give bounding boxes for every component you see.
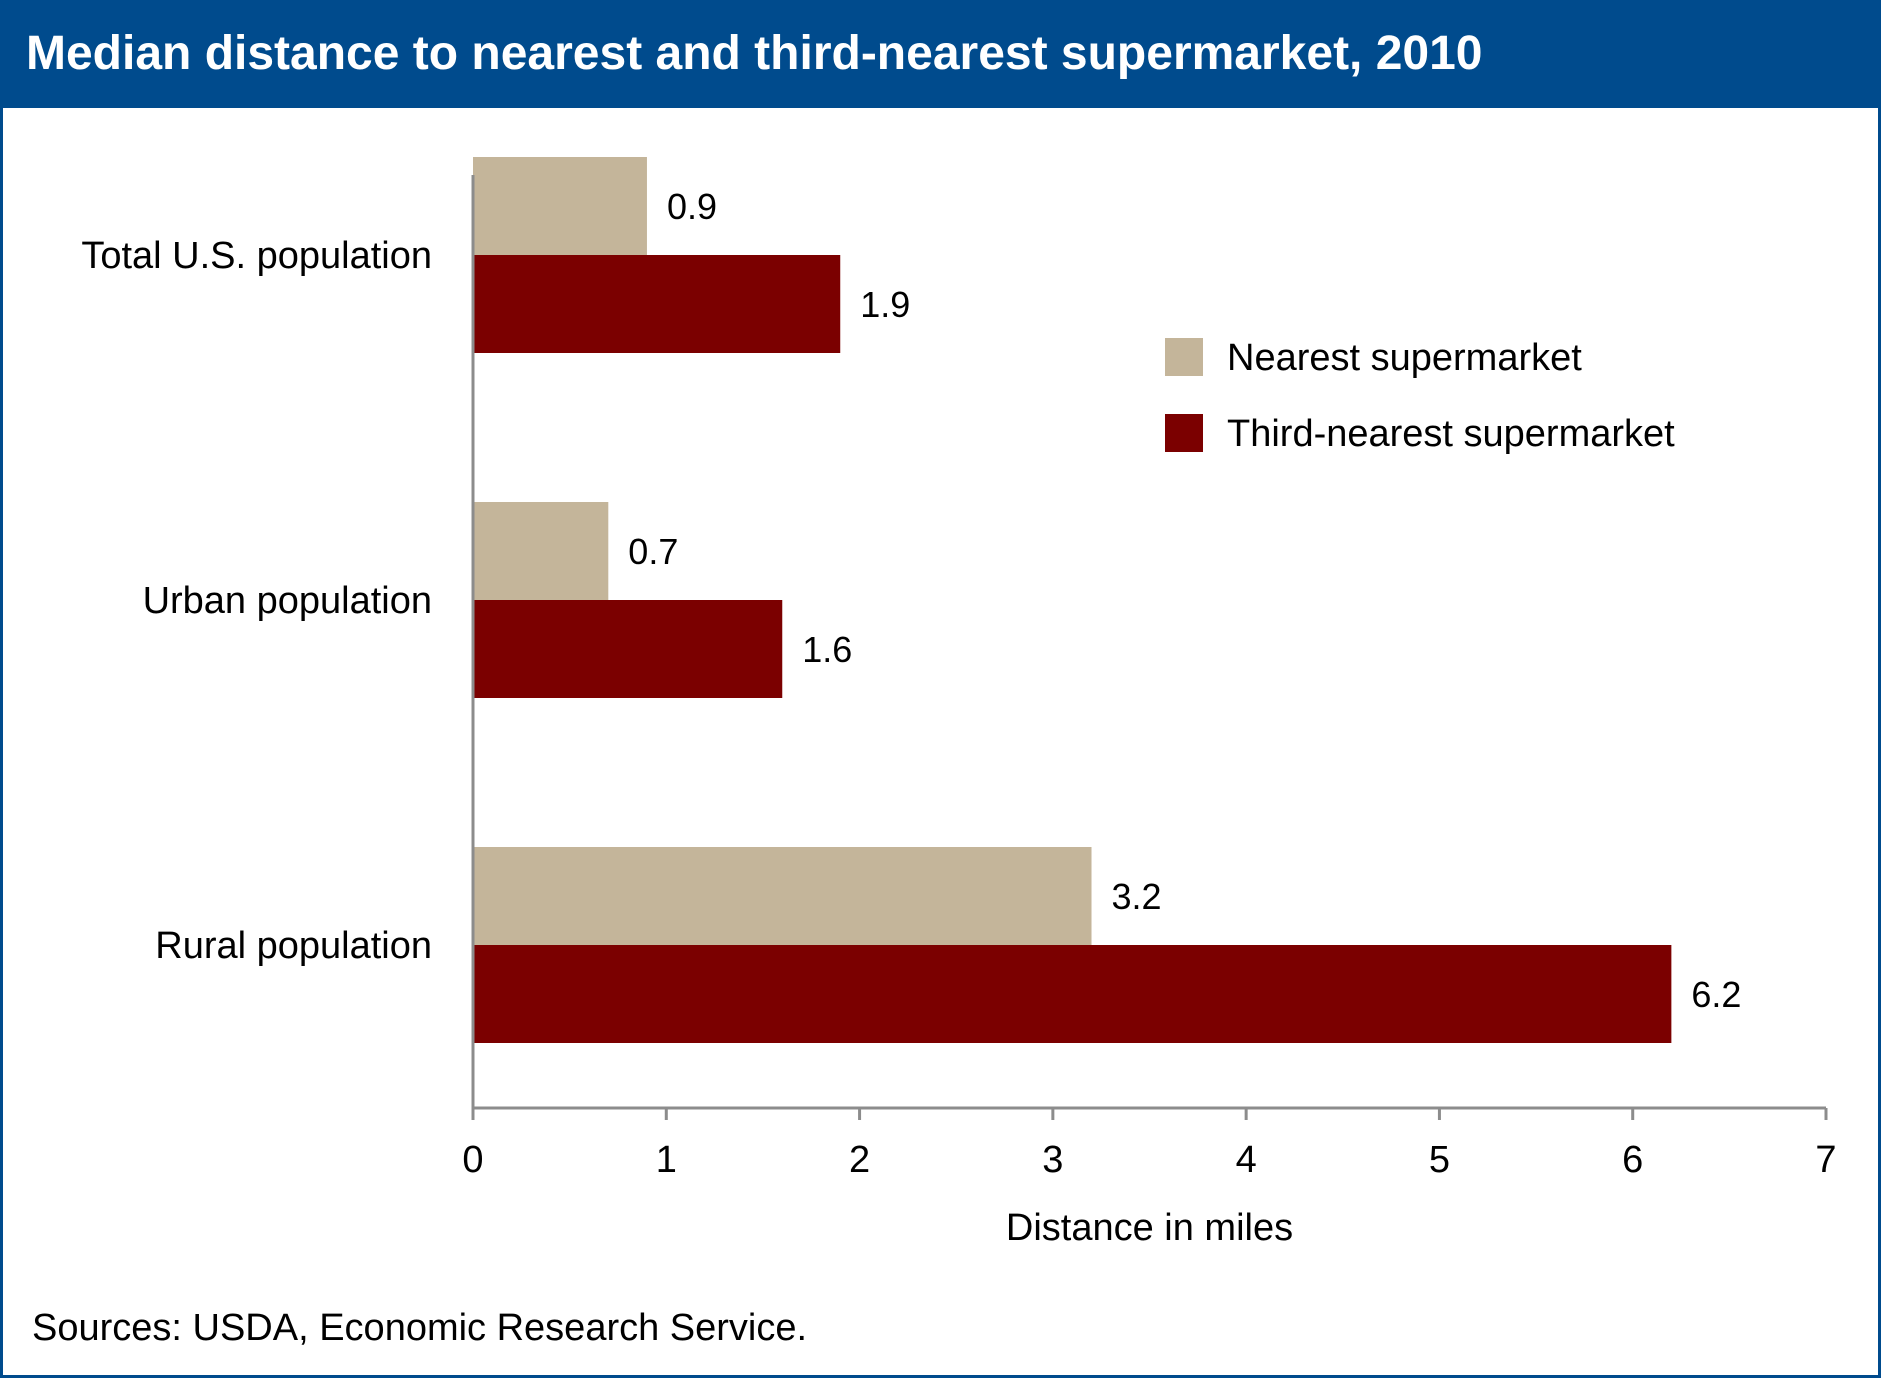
bar-third-nearest-0	[473, 255, 841, 353]
category-label: Total U.S. population	[81, 235, 432, 277]
category-label: Urban population	[143, 580, 432, 622]
x-tick-label: 3	[1042, 1139, 1063, 1181]
data-label: 3.2	[1112, 876, 1162, 917]
x-tick-label: 7	[1815, 1139, 1836, 1181]
x-tick-label: 4	[1236, 1139, 1257, 1181]
x-tick-label: 2	[849, 1139, 870, 1181]
x-axis-title: Distance in miles	[1006, 1207, 1293, 1249]
source-note: Sources: USDA, Economic Research Service…	[32, 1307, 808, 1349]
x-tick-label: 1	[656, 1139, 677, 1181]
data-label: 0.9	[667, 186, 717, 227]
legend-label: Third-nearest supermarket	[1227, 413, 1675, 455]
legend-label: Nearest supermarket	[1227, 337, 1582, 379]
bar-nearest-2	[473, 847, 1092, 945]
bar-third-nearest-2	[473, 945, 1672, 1043]
data-label: 0.7	[628, 531, 678, 572]
legend-swatch-nearest	[1165, 338, 1203, 376]
bar-third-nearest-1	[473, 600, 783, 698]
data-label: 6.2	[1691, 974, 1741, 1015]
title-bar: Median distance to nearest and third-nea…	[0, 0, 1881, 108]
bar-nearest-0	[473, 157, 647, 255]
data-label: 1.9	[860, 284, 910, 325]
x-tick-label: 6	[1622, 1139, 1643, 1181]
legend-swatch-third-nearest	[1165, 414, 1203, 452]
x-tick-label: 5	[1429, 1139, 1450, 1181]
data-label: 1.6	[802, 629, 852, 670]
x-tick-label: 0	[462, 1139, 483, 1181]
bar-nearest-1	[473, 502, 609, 600]
chart-title: Median distance to nearest and third-nea…	[26, 27, 1483, 80]
category-label: Rural population	[155, 925, 432, 967]
